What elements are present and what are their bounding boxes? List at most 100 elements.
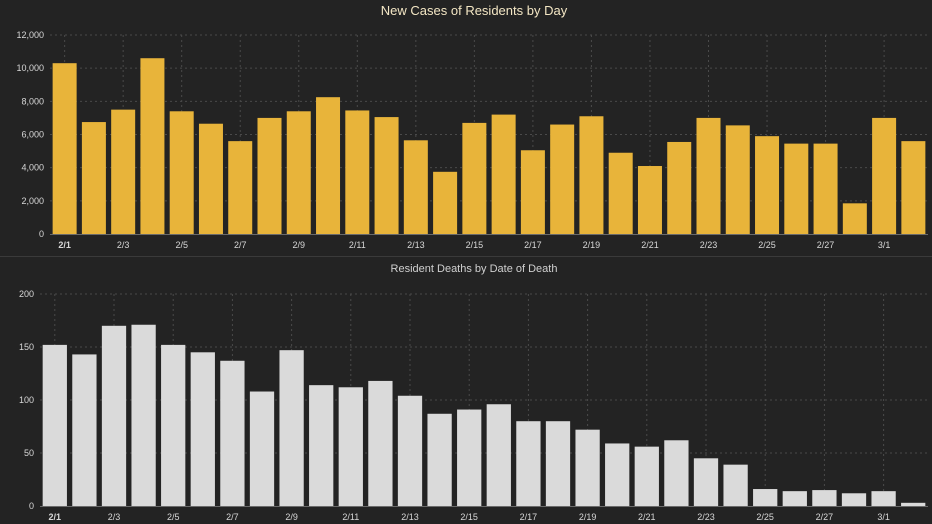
y-tick-label: 0 <box>29 501 34 511</box>
bar-2-22[interactable] <box>664 440 689 506</box>
x-tick-label: 2/19 <box>583 240 601 250</box>
bar-2-28[interactable] <box>841 493 867 506</box>
bar-2-11[interactable] <box>345 110 370 234</box>
bar-2-25[interactable] <box>755 136 780 234</box>
bar-2-28[interactable] <box>842 203 867 234</box>
x-tick-label: 2/5 <box>175 240 188 250</box>
x-tick-label: 2/19 <box>579 512 597 522</box>
bar-2-20[interactable] <box>608 152 633 234</box>
x-tick-label: 2/17 <box>524 240 542 250</box>
new-cases-chart: New Cases of Residents by Day 0 2,000 4,00… <box>16 3 928 250</box>
x-tick-label: 2/23 <box>697 512 715 522</box>
y-tick-label: 12,000 <box>16 30 44 40</box>
bar-2-21[interactable] <box>637 166 662 234</box>
y-tick-label: 6,000 <box>21 130 44 140</box>
bar-2-4[interactable] <box>131 324 156 506</box>
bar-2-8[interactable] <box>257 117 282 234</box>
bar-2-8[interactable] <box>249 391 275 506</box>
y-axis: 0 50 100 150 200 <box>19 289 34 511</box>
bar-2-3[interactable] <box>101 325 127 506</box>
bar-2-9[interactable] <box>279 350 304 506</box>
x-tick-label: 2/5 <box>167 512 180 522</box>
bar-2-2[interactable] <box>72 354 97 506</box>
bar-2-10[interactable] <box>316 97 341 234</box>
x-tick-label: 3/1 <box>877 512 890 522</box>
y-tick-label: 50 <box>24 448 34 458</box>
bar-2-23[interactable] <box>696 117 721 234</box>
x-tick-label: 2/21 <box>638 512 656 522</box>
bar-2-24[interactable] <box>725 125 750 234</box>
bar-2-17[interactable] <box>520 150 545 234</box>
x-tick-label: 2/1 <box>49 512 62 522</box>
bar-2-12[interactable] <box>368 380 393 506</box>
bar-2-9[interactable] <box>286 111 311 234</box>
x-tick-label: 2/21 <box>641 240 659 250</box>
bar-2-6[interactable] <box>190 352 215 506</box>
bar-2-5[interactable] <box>161 344 186 506</box>
bar-2-16[interactable] <box>491 114 516 234</box>
bar-2-14[interactable] <box>427 413 452 506</box>
bar-2-13[interactable] <box>397 395 423 506</box>
x-tick-label: 2/25 <box>756 512 774 522</box>
bar-2-16[interactable] <box>486 404 511 506</box>
bar-2-19[interactable] <box>575 429 600 506</box>
bar-2-2[interactable] <box>81 122 106 234</box>
bar-2-20[interactable] <box>605 443 630 506</box>
x-tick-label: 2/15 <box>460 512 478 522</box>
bar-2-25[interactable] <box>753 489 778 506</box>
bar-2-15[interactable] <box>462 122 487 234</box>
bar-3-1[interactable] <box>872 117 897 234</box>
bar-3-2[interactable] <box>901 502 926 506</box>
bar-2-27[interactable] <box>812 490 837 506</box>
bar-2-7[interactable] <box>228 141 253 234</box>
bar-2-18[interactable] <box>545 421 571 506</box>
x-tick-label: 2/17 <box>520 512 538 522</box>
bar-2-21[interactable] <box>634 446 659 506</box>
bar-2-15[interactable] <box>457 409 482 506</box>
bar-3-1[interactable] <box>871 491 896 506</box>
bar-2-26[interactable] <box>784 143 809 234</box>
x-tick-label: 2/3 <box>108 512 121 522</box>
bar-2-6[interactable] <box>198 123 223 234</box>
chart-title: Resident Deaths by Date of Death <box>391 263 558 275</box>
bar-2-24[interactable] <box>723 464 748 506</box>
y-tick-label: 150 <box>19 342 34 352</box>
x-tick-label: 2/13 <box>401 512 419 522</box>
resident-deaths-chart: Resident Deaths by Date of Death 0 50 100 1… <box>19 263 928 522</box>
bar-2-1[interactable] <box>52 63 77 234</box>
bar-2-27[interactable] <box>813 143 838 234</box>
y-tick-label: 8,000 <box>21 96 44 106</box>
x-axis: 2/1 2/3 2/5 2/7 2/9 2/11 2/13 2/15 2/17 2/19 2/21 2… <box>58 240 890 250</box>
bar-2-12[interactable] <box>374 117 399 234</box>
x-tick-label: 2/15 <box>466 240 484 250</box>
x-axis: 2/1 2/3 2/5 2/7 2/9 2/11 2/13 2/15 2/17 2/19 2/21 2… <box>49 512 890 522</box>
x-tick-label: 2/9 <box>285 512 298 522</box>
bar-2-7[interactable] <box>220 360 245 506</box>
bar-2-4[interactable] <box>140 58 165 234</box>
bar-2-26[interactable] <box>782 491 807 506</box>
y-tick-label: 10,000 <box>16 63 44 73</box>
bar-2-22[interactable] <box>667 141 692 234</box>
bar-2-5[interactable] <box>169 111 194 234</box>
bar-2-19[interactable] <box>579 116 604 234</box>
y-tick-label: 200 <box>19 289 34 299</box>
bar-2-17[interactable] <box>516 421 541 506</box>
y-tick-label: 0 <box>39 229 44 239</box>
bar-2-14[interactable] <box>433 171 458 234</box>
bar-2-3[interactable] <box>111 109 136 234</box>
x-tick-label: 2/27 <box>817 240 835 250</box>
y-tick-label: 2,000 <box>21 196 44 206</box>
bar-2-10[interactable] <box>309 385 334 506</box>
bar-2-1[interactable] <box>42 344 67 506</box>
bars <box>42 324 926 506</box>
bar-2-18[interactable] <box>550 124 575 234</box>
bar-3-2[interactable] <box>901 141 926 234</box>
x-tick-label: 3/1 <box>878 240 891 250</box>
bar-2-13[interactable] <box>403 140 428 234</box>
bar-2-11[interactable] <box>338 387 363 506</box>
x-tick-label: 2/1 <box>58 240 71 250</box>
x-tick-label: 2/3 <box>117 240 130 250</box>
x-tick-label: 2/11 <box>342 512 359 522</box>
bar-2-23[interactable] <box>693 458 719 506</box>
